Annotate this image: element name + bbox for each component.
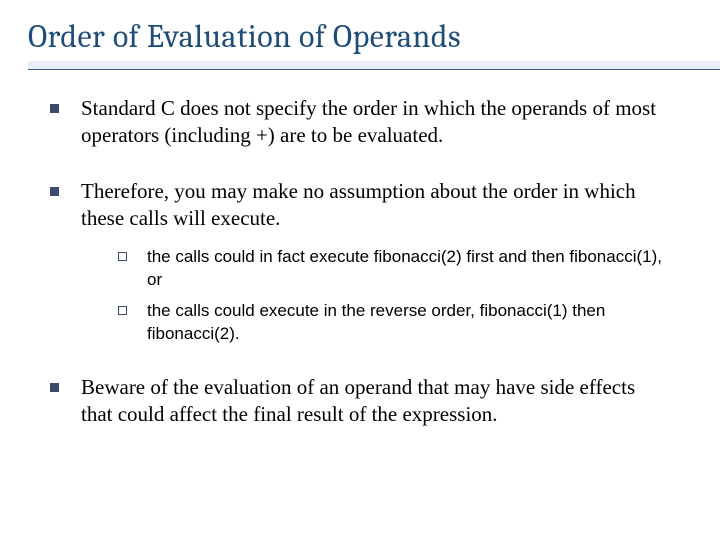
sub-bullet-item: the calls could in fact execute fibonacc… [118,246,670,292]
slide-title: Order of Evaluation of Operands [28,18,720,55]
sub-bullet-item: the calls could execute in the reverse o… [118,300,670,346]
bullet-square-icon [50,383,59,392]
title-area: Order of Evaluation of Operands [0,0,720,71]
bullet-square-icon [50,187,59,196]
bullet-item: Standard C does not specify the order in… [50,95,670,150]
sub-bullet-list: the calls could in fact execute fibonacc… [118,246,670,346]
bullet-hollow-square-icon [118,306,127,315]
slide-content: Standard C does not specify the order in… [0,71,720,429]
bullet-text: Standard C does not specify the order in… [81,95,670,150]
bullet-hollow-square-icon [118,252,127,261]
bullet-item: Therefore, you may make no assumption ab… [50,178,670,233]
title-underline [28,61,720,71]
bullet-text: Therefore, you may make no assumption ab… [81,178,670,233]
sub-bullet-text: the calls could execute in the reverse o… [147,300,670,346]
bullet-item: Beware of the evaluation of an operand t… [50,374,670,429]
bullet-text: Beware of the evaluation of an operand t… [81,374,670,429]
sub-bullet-text: the calls could in fact execute fibonacc… [147,246,670,292]
bullet-square-icon [50,104,59,113]
